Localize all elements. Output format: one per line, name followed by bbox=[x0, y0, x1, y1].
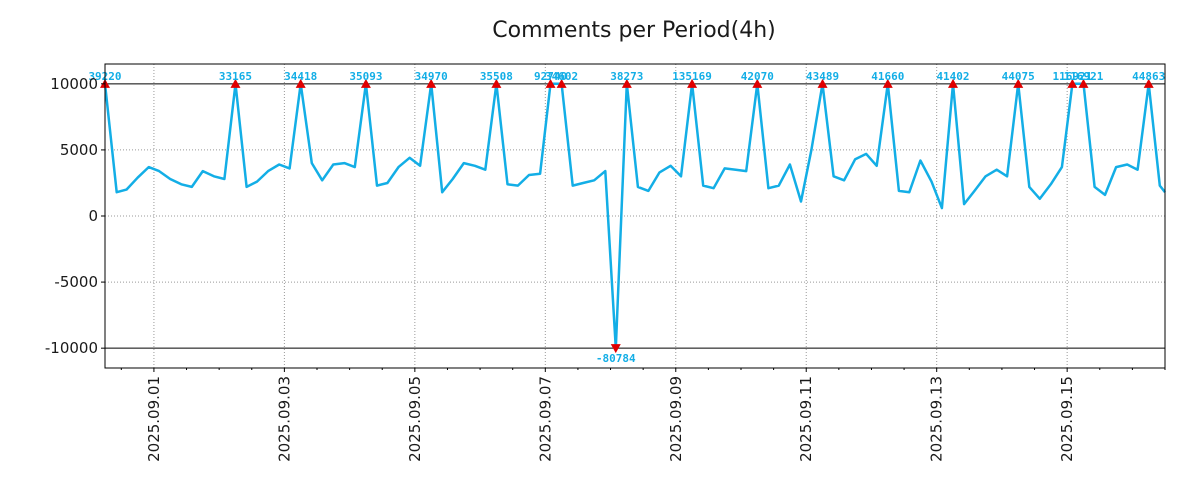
clip-marker bbox=[1067, 78, 1078, 88]
x-tick-label: 2025.09.01 bbox=[145, 376, 163, 462]
clip-marker bbox=[426, 78, 437, 88]
y-tick-label: -10000 bbox=[45, 339, 98, 357]
data-label: 34418 bbox=[284, 70, 317, 83]
marker-group bbox=[100, 78, 1154, 354]
clip-marker bbox=[545, 78, 556, 88]
data-label: 34970 bbox=[415, 70, 448, 83]
x-tick-label: 2025.09.13 bbox=[928, 376, 946, 462]
clip-marker bbox=[556, 78, 567, 88]
data-label: 41402 bbox=[936, 70, 969, 83]
data-label: 38273 bbox=[610, 70, 643, 83]
data-label: 116921 bbox=[1052, 70, 1092, 83]
data-label: 43489 bbox=[806, 70, 839, 83]
x-tick-label: 2025.09.15 bbox=[1058, 376, 1076, 462]
data-label: 35508 bbox=[480, 70, 513, 83]
x-tick-label: 2025.09.09 bbox=[667, 376, 685, 462]
series-group bbox=[103, 82, 1166, 350]
data-label: 44075 bbox=[1002, 70, 1035, 83]
clip-marker bbox=[621, 78, 632, 88]
clip-marker bbox=[491, 78, 502, 88]
clip-marker bbox=[882, 78, 893, 88]
data-label: -80784 bbox=[596, 352, 636, 365]
clip-marker bbox=[948, 78, 958, 88]
data-label: 41660 bbox=[871, 70, 904, 83]
data-label: 92740 bbox=[534, 70, 567, 83]
clip-marker bbox=[360, 78, 371, 88]
data-label-group: 39220 33165 34418 35093 34970 35508 9274034602… bbox=[88, 70, 1165, 365]
y-tick-label: 0 bbox=[88, 207, 98, 225]
y-tick-label: 10000 bbox=[50, 75, 98, 93]
y-axis: 10000 5000 0 -5000 -10000 bbox=[45, 75, 105, 357]
x-tick-label: 2025.09.03 bbox=[275, 376, 293, 462]
clip-marker bbox=[1078, 78, 1089, 88]
chart-title: Comments per Period(4h) bbox=[492, 18, 776, 43]
data-label: 116921 bbox=[1064, 70, 1104, 83]
x-tick-label: 2025.09.05 bbox=[406, 376, 424, 462]
clip-marker bbox=[752, 78, 763, 88]
data-label: 135169 bbox=[672, 70, 712, 83]
data-label: 44863 bbox=[1132, 70, 1165, 83]
y-tick-label: -5000 bbox=[54, 273, 98, 291]
clip-marker bbox=[817, 78, 828, 88]
data-label: 35093 bbox=[349, 70, 382, 83]
series-line-comments bbox=[103, 82, 1166, 350]
y-tick-label: 5000 bbox=[60, 141, 98, 159]
x-tick-label: 2025.09.07 bbox=[536, 376, 554, 462]
clip-lines bbox=[105, 83, 1165, 349]
clip-marker bbox=[1143, 78, 1154, 88]
clip-marker bbox=[230, 78, 241, 88]
clip-marker bbox=[1013, 78, 1024, 88]
x-tick-label: 2025.09.11 bbox=[797, 376, 815, 462]
clip-marker bbox=[687, 78, 698, 88]
data-label: 34602 bbox=[545, 70, 578, 83]
data-label: 42070 bbox=[741, 70, 774, 83]
clip-marker bbox=[295, 78, 306, 88]
clip-marker bbox=[610, 344, 621, 354]
data-label: 33165 bbox=[219, 70, 252, 83]
x-axis: 2025.09.01 2025.09.03 2025.09.05 2025.09.07… bbox=[120, 368, 1166, 462]
